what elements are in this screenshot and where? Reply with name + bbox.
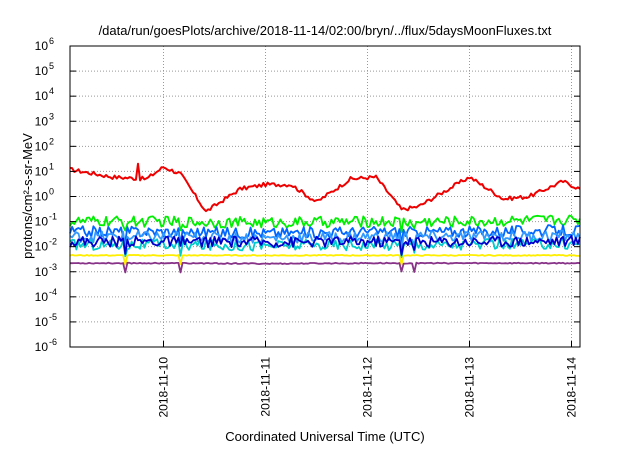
series-line (69, 237, 581, 259)
y-tick-exponent: -5 (49, 312, 57, 322)
y-tick-label: 10 (35, 139, 49, 153)
x-axis-label: Coordinated Universal Time (UTC) (225, 429, 424, 444)
y-tick-exponent: 0 (49, 187, 54, 197)
y-tick-exponent: 5 (49, 61, 54, 71)
y-tick-label: 10 (35, 89, 49, 103)
y-tick-label: 10 (35, 240, 49, 254)
y-tick-exponent: -2 (49, 237, 57, 247)
y-tick-exponent: 1 (49, 161, 54, 171)
y-tick-label: 10 (35, 39, 49, 53)
y-tick-exponent: -6 (49, 337, 57, 347)
series-line (69, 214, 581, 234)
y-tick-exponent: -4 (49, 287, 57, 297)
series-line (69, 234, 581, 256)
x-tick-label: 2018-11-10 (157, 357, 171, 418)
y-tick-label: 10 (35, 64, 49, 78)
y-tick-exponent: 4 (49, 86, 54, 96)
series-line (70, 261, 581, 274)
y-tick-label: 10 (35, 315, 49, 329)
y-axis-ticks: 10 -610 -510 -410 -310 -210 -110 010 110 210 310 41… (35, 36, 580, 354)
x-tick-label: 2018-11-12 (361, 357, 375, 418)
y-tick-label: 10 (35, 114, 49, 128)
y-tick-label: 10 (35, 190, 49, 204)
y-tick-exponent: -3 (49, 262, 57, 272)
series-layer (69, 162, 581, 274)
y-tick-exponent: 6 (49, 36, 54, 46)
chart-title: /data/run/goesPlots/archive/2018-11-14/0… (99, 23, 552, 38)
y-tick-label: 10 (35, 340, 49, 354)
x-tick-label: 2018-11-11 (259, 357, 273, 417)
x-tick-label: 2018-11-14 (565, 357, 579, 418)
y-tick-label: 10 (35, 290, 49, 304)
x-tick-label: 2018-11-13 (463, 357, 477, 418)
y-tick-label: 10 (35, 215, 49, 229)
x-axis-ticks: 2018-11-10 2018-11-11 2018-11-12 2018-11-13… (157, 341, 579, 418)
y-tick-exponent: 2 (49, 136, 54, 146)
series-line (69, 253, 581, 266)
y-tick-exponent: 3 (49, 111, 54, 121)
y-axis-label: protons/cm²-s-sr-MeV (20, 133, 35, 259)
y-tick-exponent: -1 (49, 212, 57, 222)
y-tick-label: 10 (35, 265, 49, 279)
series-line (69, 162, 581, 213)
series-line (69, 229, 581, 250)
y-tick-label: 10 (35, 164, 49, 178)
